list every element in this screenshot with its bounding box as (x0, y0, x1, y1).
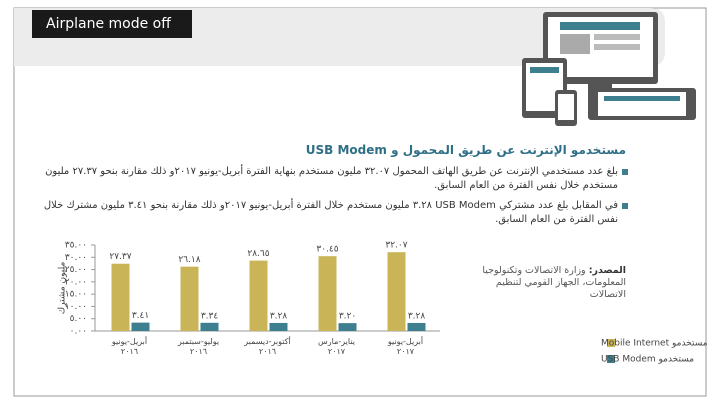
bar (270, 323, 288, 331)
value-label: ٣٠.٤٥ (316, 245, 338, 255)
value-label: ٢٨.٦٥ (247, 249, 269, 259)
value-label: ٣.٤١ (132, 311, 149, 321)
source-label: المصدر: (589, 265, 626, 276)
value-label: ٢٧.٣٧ (109, 252, 131, 262)
y-tick-label: ١٥.٠٠ (65, 290, 87, 300)
x-tick-label: يوليو-سبتمبر ٢٠١٦ (166, 337, 232, 357)
heading: مستخدمو الإنترنت عن طريق المحمول و USB M… (306, 143, 626, 157)
bullet: بلغ عدد مستخدمي الإنترنت عن طريق الهاتف … (43, 165, 628, 193)
bar (319, 256, 337, 331)
bar (201, 323, 219, 331)
bar (112, 264, 130, 331)
bar (250, 261, 268, 331)
x-tick-label: أبريل-يونيو ٢٠١٧ (373, 337, 439, 357)
x-tick-label: أبريل-يونيو ٢٠١٦ (97, 337, 163, 357)
screen: ٠.٠٠ ٥.٠٠ ١٠.٠٠ ١٥.٠٠ ٢٠.٠٠ ٢٥.٠٠ ٣٠.٠٠ ٣٥.٠٠ مل… (0, 0, 718, 405)
value-label: ٣.٢٨ (270, 311, 288, 321)
bar (339, 323, 357, 331)
y-axis-label: مليون مشترك (58, 262, 68, 315)
bar (408, 323, 426, 331)
y-tick-label: ٠.٠٠ (70, 327, 87, 337)
value-label: ٣.٣٤ (201, 311, 219, 321)
legend-label: مستخدمو Mobile Internet (601, 339, 708, 349)
source: المصدر: وزارة الاتصالات وتكنولوجيا المعل… (476, 265, 626, 301)
y-tick-label: ٣٠.٠٠ (65, 253, 87, 263)
y-tick-label: ١٠.٠٠ (65, 302, 87, 312)
toast: Airplane mode off (32, 10, 192, 38)
y-tick-label: ٥.٠٠ (70, 314, 87, 324)
bar (388, 252, 406, 331)
bullet: في المقابل بلغ عدد مشتركي USB Modem ٣.٢٨… (43, 199, 628, 227)
value-label: ٣.٢٨ (408, 311, 426, 321)
value-label: ٣٢.٠٧ (385, 241, 407, 251)
x-tick-label: أكتوبر-ديسمبر ٢٠١٦ (235, 337, 301, 357)
y-tick-label: ٢٥.٠٠ (65, 265, 87, 275)
bar (181, 267, 199, 331)
legend-label: مستخدمو USB Modem (601, 355, 694, 365)
value-label: ٣.٢٠ (339, 312, 356, 322)
y-tick-label: ٢٠.٠٠ (65, 277, 87, 287)
y-tick-label: ٣٥.٠٠ (65, 241, 87, 251)
value-label: ٢٦.١٨ (178, 255, 200, 265)
bar (132, 323, 150, 331)
x-tick-label: يناير-مارس ٢٠١٧ (304, 337, 370, 357)
